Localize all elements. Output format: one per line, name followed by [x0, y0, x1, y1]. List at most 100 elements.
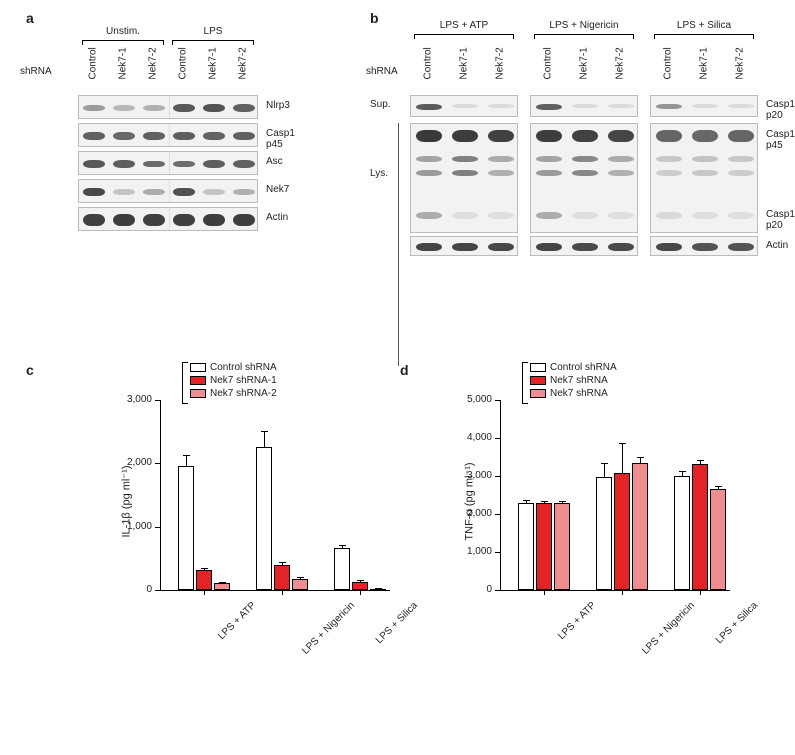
- band: [173, 188, 195, 196]
- legend-swatch: [190, 363, 206, 372]
- bar: [632, 463, 648, 590]
- band: [233, 132, 255, 140]
- group-title: LPS: [168, 26, 258, 37]
- band: [488, 104, 514, 108]
- error-cap: [637, 457, 644, 458]
- band: [608, 170, 634, 176]
- band: [452, 170, 478, 176]
- legend-swatch: [190, 389, 206, 398]
- band: [656, 170, 682, 176]
- band: [488, 156, 514, 162]
- band: [203, 104, 225, 111]
- lane-label: Nek7-2: [237, 68, 249, 80]
- band: [83, 160, 105, 167]
- error-cap: [375, 588, 382, 589]
- error-cap: [219, 582, 226, 583]
- panel-d: Control shRNANek7 shRNANek7 shRNA01,0002…: [460, 380, 760, 710]
- band: [572, 212, 598, 219]
- ytick-label: 5,000: [452, 394, 492, 405]
- ytick-label: 3,000: [112, 394, 152, 405]
- band: [488, 130, 514, 142]
- band: [608, 156, 634, 162]
- error-cap: [619, 443, 626, 444]
- bracket: [414, 34, 514, 39]
- band: [143, 161, 165, 168]
- legend-row: Nek7 shRNA: [530, 375, 617, 386]
- lane-label: Control: [177, 68, 189, 80]
- xtick: [544, 590, 545, 595]
- band: [608, 104, 634, 108]
- panel-a-label: a: [26, 10, 34, 26]
- band: [203, 189, 225, 195]
- blot: [650, 236, 758, 256]
- band: [83, 132, 105, 140]
- band: [692, 156, 718, 162]
- x-axis: [500, 590, 730, 591]
- ytick: [155, 400, 160, 401]
- error-cap: [297, 577, 304, 578]
- band: [452, 212, 478, 219]
- x-label: LPS + ATP: [556, 600, 598, 642]
- lane-label: Nek7-2: [147, 68, 159, 80]
- error-cap: [357, 580, 364, 581]
- bar: [196, 570, 212, 590]
- band: [488, 243, 514, 251]
- band: [203, 132, 225, 140]
- bar: [178, 466, 194, 590]
- sup-label: Sup.: [370, 99, 391, 110]
- legend-row: Control shRNA: [530, 362, 617, 373]
- band: [452, 243, 478, 252]
- band: [233, 104, 255, 111]
- legend-bracket: [182, 362, 188, 404]
- x-label: LPS + ATP: [216, 600, 258, 642]
- band: [692, 130, 718, 142]
- xtick: [360, 590, 361, 595]
- band: [173, 132, 195, 140]
- blot: [78, 179, 258, 203]
- bracket: [534, 34, 634, 39]
- band: [572, 156, 598, 162]
- bracket: [654, 34, 754, 39]
- band: [83, 105, 105, 111]
- band: [728, 104, 754, 108]
- band: [143, 189, 165, 195]
- row-label: Asc: [266, 156, 283, 167]
- band: [113, 105, 135, 110]
- band: [452, 130, 478, 142]
- lane-label: Control: [662, 68, 674, 80]
- blot: [78, 123, 258, 147]
- band: [113, 214, 135, 226]
- error-cap: [601, 463, 608, 464]
- panel-c-label: c: [26, 362, 34, 378]
- row-label: Actin: [266, 212, 288, 223]
- band: [143, 132, 165, 140]
- ytick: [495, 438, 500, 439]
- band: [536, 104, 562, 110]
- band: [416, 130, 442, 142]
- band: [608, 243, 634, 251]
- blot: [78, 95, 258, 119]
- bar: [292, 579, 308, 590]
- band: [656, 243, 682, 251]
- band: [113, 189, 135, 195]
- band: [83, 214, 105, 226]
- band: [608, 130, 634, 142]
- error-bar: [622, 443, 623, 473]
- error-cap: [201, 568, 208, 569]
- band: [692, 170, 718, 176]
- band: [173, 104, 195, 111]
- xtick: [700, 590, 701, 595]
- band: [572, 104, 598, 108]
- y-axis: [500, 400, 501, 590]
- band: [203, 214, 225, 226]
- legend: Control shRNA Nek7 shRNA Nek7 shRNA: [530, 362, 617, 401]
- error-cap: [339, 545, 346, 546]
- legend-row: Nek7 shRNA: [530, 388, 617, 399]
- band: [572, 243, 598, 251]
- band: [536, 170, 562, 176]
- band: [233, 160, 255, 167]
- blot: [530, 95, 638, 117]
- error-cap: [279, 562, 286, 563]
- ytick: [155, 463, 160, 464]
- lane-label: Nek7-1: [458, 68, 470, 80]
